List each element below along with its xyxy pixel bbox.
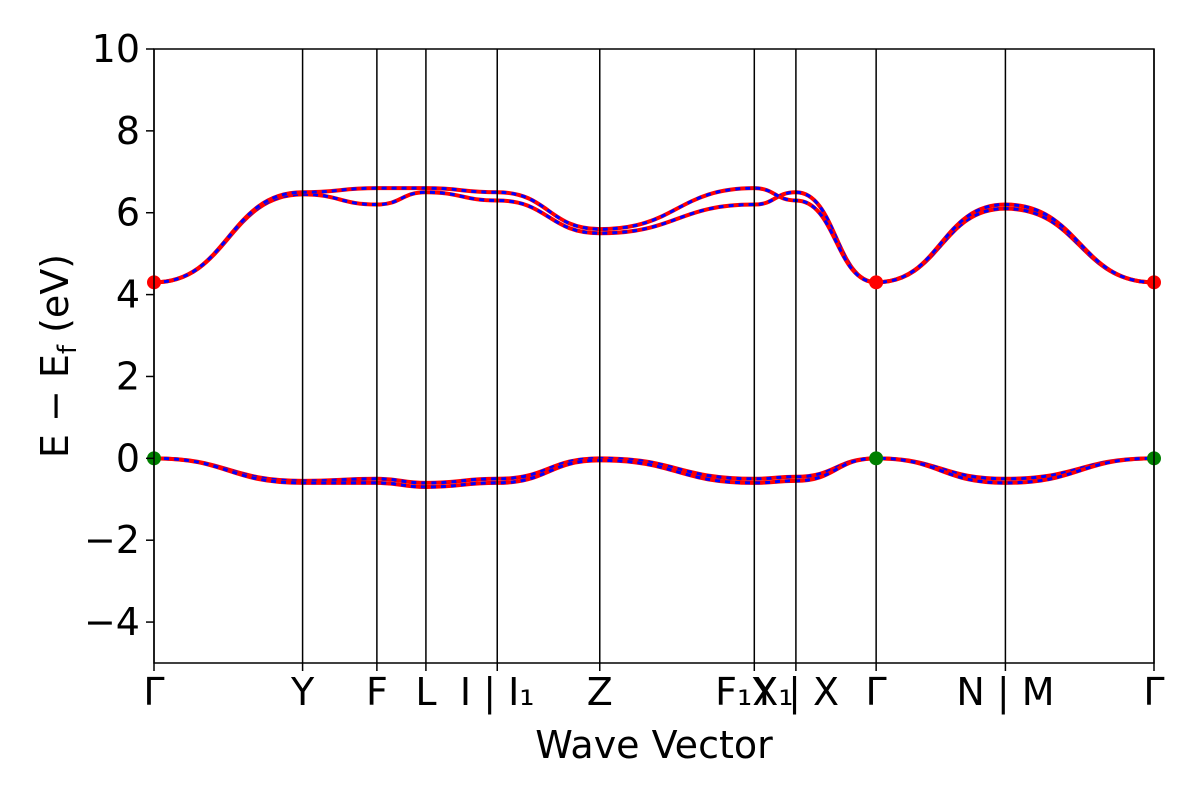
y-axis-label-subscript: f	[53, 344, 83, 354]
y-tick-label: 2	[116, 354, 140, 398]
y-axis-ticks: −4 −2 0 2 4 6 8 10	[84, 27, 154, 644]
band-lines	[154, 186, 1154, 489]
x-tick-label: F₁X₁	[715, 670, 793, 714]
x-tick-label: Z	[587, 670, 613, 714]
y-tick-label: 4	[116, 273, 140, 317]
y-tick-label: 6	[116, 191, 140, 235]
y-tick-label: 10	[92, 27, 140, 71]
vbm-marker	[869, 451, 884, 466]
x-tick-label: Γ	[1143, 670, 1164, 714]
x-tick-label: N | M	[956, 670, 1054, 715]
y-axis-label-main: E − E	[33, 354, 77, 458]
y-tick-label: −4	[84, 600, 140, 644]
kpoint-separators	[153, 49, 1155, 663]
plot-frame	[153, 48, 1155, 664]
x-tick-label: F	[366, 670, 388, 714]
y-tick-label: −2	[84, 518, 140, 562]
band-line-down	[154, 456, 1154, 489]
x-tick-label: L	[415, 670, 436, 714]
y-tick-label: 0	[116, 436, 140, 480]
x-tick-label: Γ	[866, 670, 887, 714]
x-tick-label: I | I₁	[460, 670, 535, 715]
band-edge-markers	[147, 275, 1161, 466]
y-tick-label: 8	[116, 109, 140, 153]
x-axis-label: Wave Vector	[535, 723, 773, 767]
cbm-marker	[869, 275, 884, 290]
band-line-down	[154, 456, 1154, 485]
band-line-down	[154, 186, 1154, 284]
x-tick-label: Y	[290, 670, 315, 714]
y-axis-label-unit: (eV)	[33, 254, 77, 345]
x-tick-label: Y | X	[752, 670, 839, 715]
band-line-up	[154, 186, 1154, 285]
y-axis-label: E − Ef (eV)	[33, 254, 83, 458]
x-tick-label: Γ	[143, 670, 164, 714]
